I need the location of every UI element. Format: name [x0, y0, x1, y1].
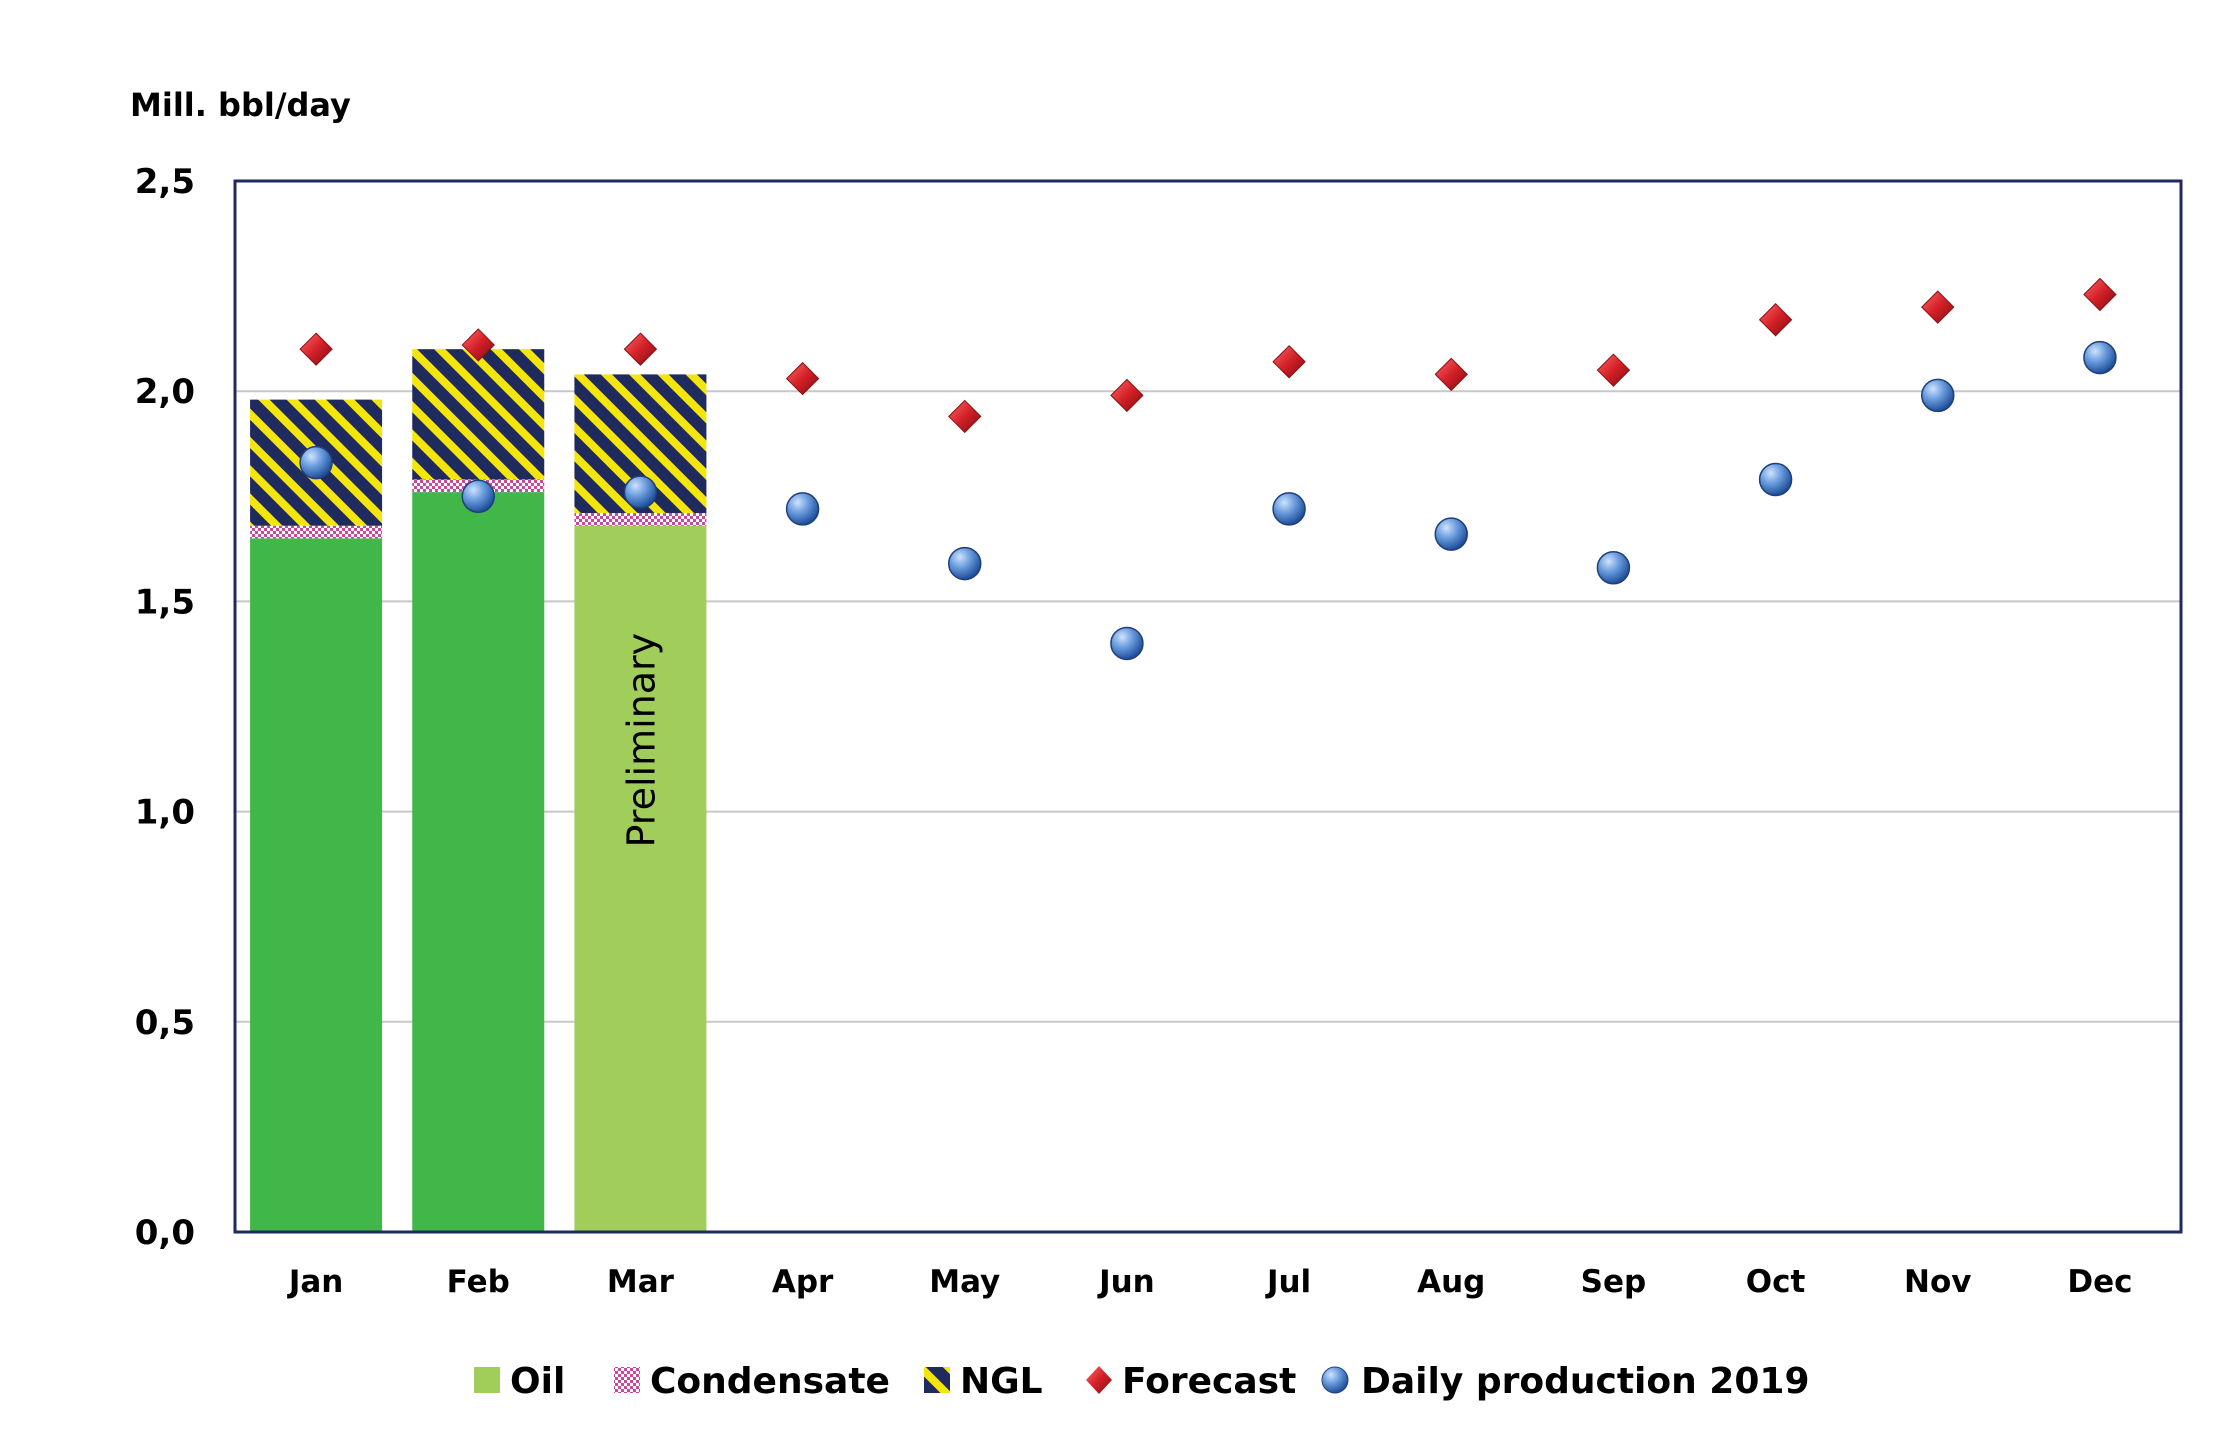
x-tick-labels: Jan Feb Mar Apr May Jun Jul Aug Sep Oct Nov Dec — [287, 1264, 2133, 1300]
daily-production-marker — [1596, 551, 1631, 585]
x-tick-label: Nov — [1904, 1264, 1971, 1300]
forecast-marker — [1921, 290, 1955, 324]
bar-condensate — [250, 525, 383, 539]
y-tick-label: 1,5 — [135, 582, 195, 622]
plot-area-frame — [233, 179, 2183, 1234]
legend-oil-swatch — [474, 1367, 500, 1393]
x-tick-label: Sep — [1581, 1264, 1647, 1300]
daily-production-marker — [785, 492, 820, 526]
daily-production-marker — [1434, 517, 1468, 551]
bar-annotation-preliminary: Preliminary — [619, 633, 663, 848]
y-axis-title: Mill. bbl/day — [130, 86, 351, 124]
legend-ngl-label: NGL — [960, 1361, 1043, 1402]
bars: Preliminary — [250, 349, 707, 1232]
forecast-marker — [461, 328, 495, 362]
daily-production-marker — [1272, 492, 1306, 526]
forecast-marker — [1110, 378, 1144, 413]
x-tick-label: Mar — [607, 1264, 675, 1300]
x-tick-label: Jan — [287, 1264, 344, 1300]
legend-forecast-label: Forecast — [1122, 1361, 1296, 1402]
x-tick-label: Aug — [1417, 1264, 1485, 1300]
daily-production-marker — [461, 479, 495, 514]
x-tick-label: Jun — [1097, 1264, 1155, 1300]
daily-production-marker — [623, 475, 658, 509]
x-tick-label: May — [929, 1264, 1000, 1300]
x-tick-label: Apr — [772, 1264, 834, 1300]
forecast-marker — [1272, 345, 1306, 379]
legend-ngl-swatch — [924, 1367, 950, 1393]
legend-condensate-label: Condensate — [650, 1361, 890, 1402]
forecast-marker — [2083, 277, 2117, 312]
y-tick-label: 0,0 — [135, 1213, 195, 1253]
x-tick-label: Dec — [2067, 1264, 2132, 1300]
daily-production-marker — [948, 546, 982, 581]
daily-production-marker — [1921, 378, 1955, 413]
y-tick-label: 0,5 — [135, 1003, 195, 1043]
legend-oil-label: Oil — [510, 1361, 565, 1402]
x-tick-label: Jul — [1265, 1264, 1311, 1300]
y-tick-label: 2,5 — [135, 162, 195, 202]
forecast-marker — [299, 332, 333, 366]
bar-oil — [412, 492, 545, 1232]
legend-daily-label: Daily production 2019 — [1361, 1361, 1810, 1402]
daily-production-marker — [2083, 340, 2117, 375]
forecast-marker — [1758, 303, 1793, 337]
legend-condensate-swatch — [614, 1367, 640, 1393]
daily-production-marker — [299, 445, 333, 480]
daily-production-marker — [1110, 626, 1144, 661]
forecast-marker — [1434, 357, 1468, 392]
x-tick-label: Oct — [1746, 1264, 1806, 1300]
bar-condensate — [574, 513, 707, 526]
forecast-marker — [623, 332, 658, 366]
markers — [299, 277, 2117, 661]
legend-forecast-swatch — [1086, 1366, 1112, 1394]
gridlines — [235, 390, 2181, 1023]
y-tick-label: 1,0 — [135, 793, 195, 833]
forecast-marker — [785, 361, 820, 396]
forecast-marker — [948, 399, 982, 434]
bar-oil — [250, 538, 383, 1232]
legend: Oil Condensate NGL Forecast Daily produc… — [474, 1361, 1810, 1402]
y-tick-label: 2,0 — [135, 372, 195, 412]
daily-production-marker — [1758, 462, 1793, 497]
legend-daily-swatch — [1321, 1366, 1349, 1394]
x-tick-label: Feb — [447, 1264, 510, 1300]
bar-ngl — [412, 349, 545, 480]
forecast-marker — [1596, 353, 1631, 387]
bar-oil — [574, 525, 707, 1232]
y-tick-labels: 0,0 0,5 1,0 1,5 2,0 2,5 — [135, 162, 195, 1253]
